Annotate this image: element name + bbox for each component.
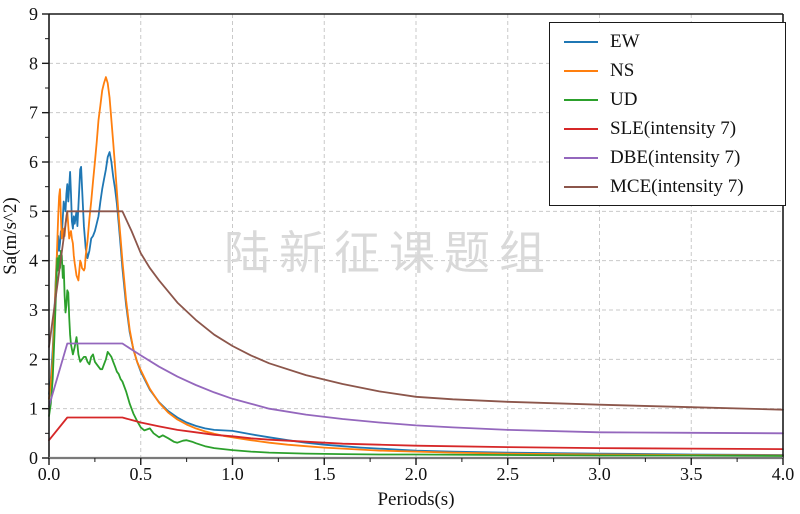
legend: EW NS UD SLE(intensity 7) DBE(intensity 7) MC… (549, 22, 786, 206)
legend-line-swatch (564, 40, 598, 43)
x-tick-label: 2.5 (497, 464, 520, 484)
x-tick-label: 3.5 (680, 464, 703, 484)
legend-item: UD (550, 87, 785, 113)
legend-label: MCE(intensity 7) (610, 175, 744, 197)
x-tick-label: 3.0 (588, 464, 611, 484)
legend-item: MCE(intensity 7) (550, 174, 785, 200)
y-tick-label: 4 (29, 251, 38, 271)
y-tick-label: 5 (29, 201, 38, 221)
legend-line-swatch (564, 98, 598, 101)
y-tick-label: 7 (29, 103, 38, 123)
series-line-dbe-intensity-7 (48, 342, 784, 435)
legend-line-swatch (564, 69, 598, 72)
y-tick-label: 6 (29, 152, 38, 172)
x-tick-label: 1.5 (313, 464, 336, 484)
x-tick-label: 2.0 (405, 464, 428, 484)
y-tick-label: 3 (29, 300, 38, 320)
series-line-sle-intensity-7 (48, 416, 784, 450)
legend-line-swatch (564, 127, 598, 130)
legend-item: SLE(intensity 7) (550, 116, 785, 142)
y-tick-label: 2 (29, 349, 38, 369)
legend-line-swatch (564, 185, 598, 188)
y-tick-label: 9 (29, 4, 38, 24)
x-tick-label: 4.0 (772, 464, 795, 484)
legend-label: UD (610, 88, 638, 110)
x-tick-label: 1.0 (221, 464, 244, 484)
x-axis-label: Periods(s) (377, 489, 454, 510)
y-tick-label: 1 (29, 399, 38, 419)
series-line-mce-intensity-7 (48, 210, 784, 411)
legend-line-swatch (564, 156, 598, 159)
legend-label: EW (610, 30, 640, 52)
legend-label: NS (610, 59, 635, 81)
x-tick-label: 0.5 (130, 464, 153, 484)
legend-item: DBE(intensity 7) (550, 145, 785, 171)
legend-item: EW (550, 29, 785, 55)
legend-label: SLE(intensity 7) (610, 117, 737, 139)
y-tick-label: 0 (29, 448, 38, 468)
series-line-ew (48, 151, 784, 456)
y-tick-label: 8 (29, 53, 38, 73)
legend-item: NS (550, 58, 785, 84)
y-axis-label: Sa(m/s^2) (0, 197, 21, 275)
series-line-ud (48, 249, 784, 457)
x-tick-label: 0.0 (38, 464, 61, 484)
legend-label: DBE(intensity 7) (610, 146, 741, 168)
